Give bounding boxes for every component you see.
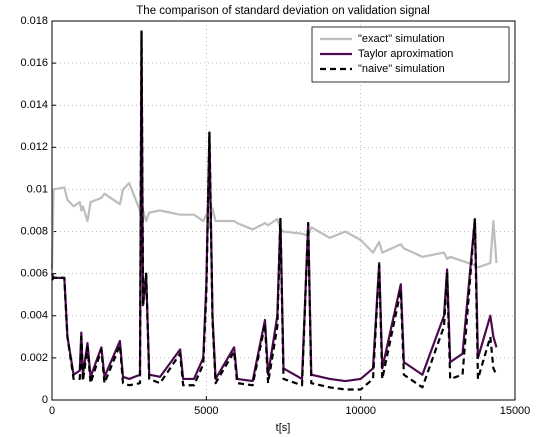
chart-title: The comparison of standard deviation on …: [136, 5, 429, 17]
x-tick-label: 15000: [500, 405, 531, 417]
y-tick-label: 0.012: [20, 141, 48, 153]
data-line: [50, 30, 498, 383]
x-axis-label: t[s]: [276, 422, 291, 434]
legend: "exact" simulation Taylor aproximation "na…: [311, 26, 510, 83]
y-tick-label: 0.016: [20, 57, 48, 69]
y-tick-label: 0.018: [20, 15, 48, 27]
legend-label: "exact" simulation: [358, 33, 445, 45]
data-line: [51, 30, 498, 391]
y-tick-label: 0.008: [20, 225, 48, 237]
x-tick-label: 10000: [345, 405, 376, 417]
data-line: [50, 182, 498, 270]
legend-label: Taylor aproximation: [358, 48, 453, 60]
x-tick-label: 5000: [194, 405, 218, 417]
plot-frame: [51, 20, 516, 401]
y-tick-label: 0.006: [20, 268, 48, 280]
y-tick-label: 0.014: [20, 99, 48, 111]
legend-label: "naive" simulation: [358, 63, 445, 75]
y-tick-label: 0.01: [27, 183, 48, 195]
x-tick-label: 0: [49, 405, 55, 417]
y-tick-label: 0.002: [20, 352, 48, 364]
y-tick-label: 0.004: [20, 310, 48, 322]
y-tick-label: 0: [42, 394, 48, 406]
